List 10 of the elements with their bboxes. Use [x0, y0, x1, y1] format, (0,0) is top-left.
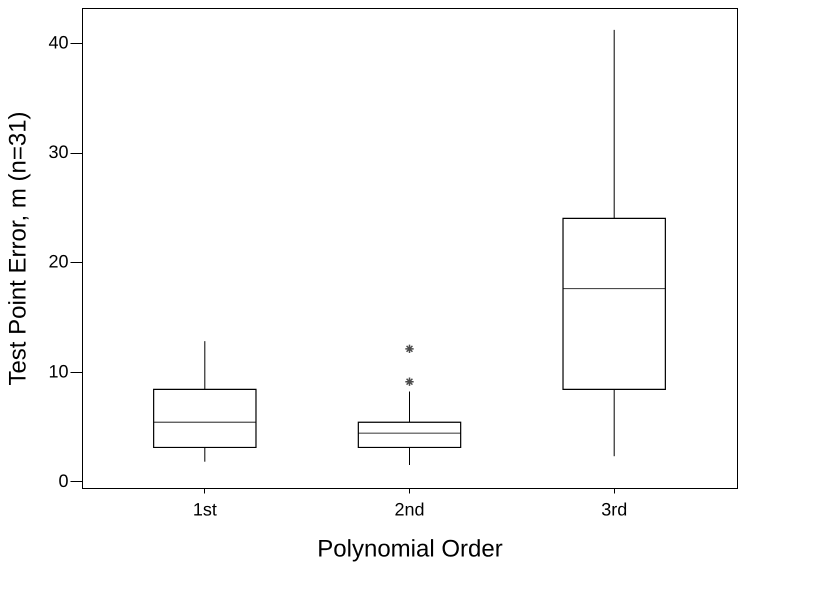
- x-tick-label: 3rd: [601, 500, 628, 520]
- x-tick-label: 2nd: [394, 500, 425, 520]
- y-tick-label: 10: [48, 361, 68, 382]
- y-tick-label: 40: [48, 32, 68, 53]
- y-tick-label: 20: [48, 252, 68, 272]
- x-tick-label: 1st: [192, 500, 217, 520]
- y-axis-title: Test Point Error, m (n=31): [4, 111, 32, 386]
- y-tick-label: 0: [58, 470, 68, 491]
- x-axis-title: Polynomial Order: [317, 536, 503, 562]
- y-tick-label: 30: [48, 142, 68, 162]
